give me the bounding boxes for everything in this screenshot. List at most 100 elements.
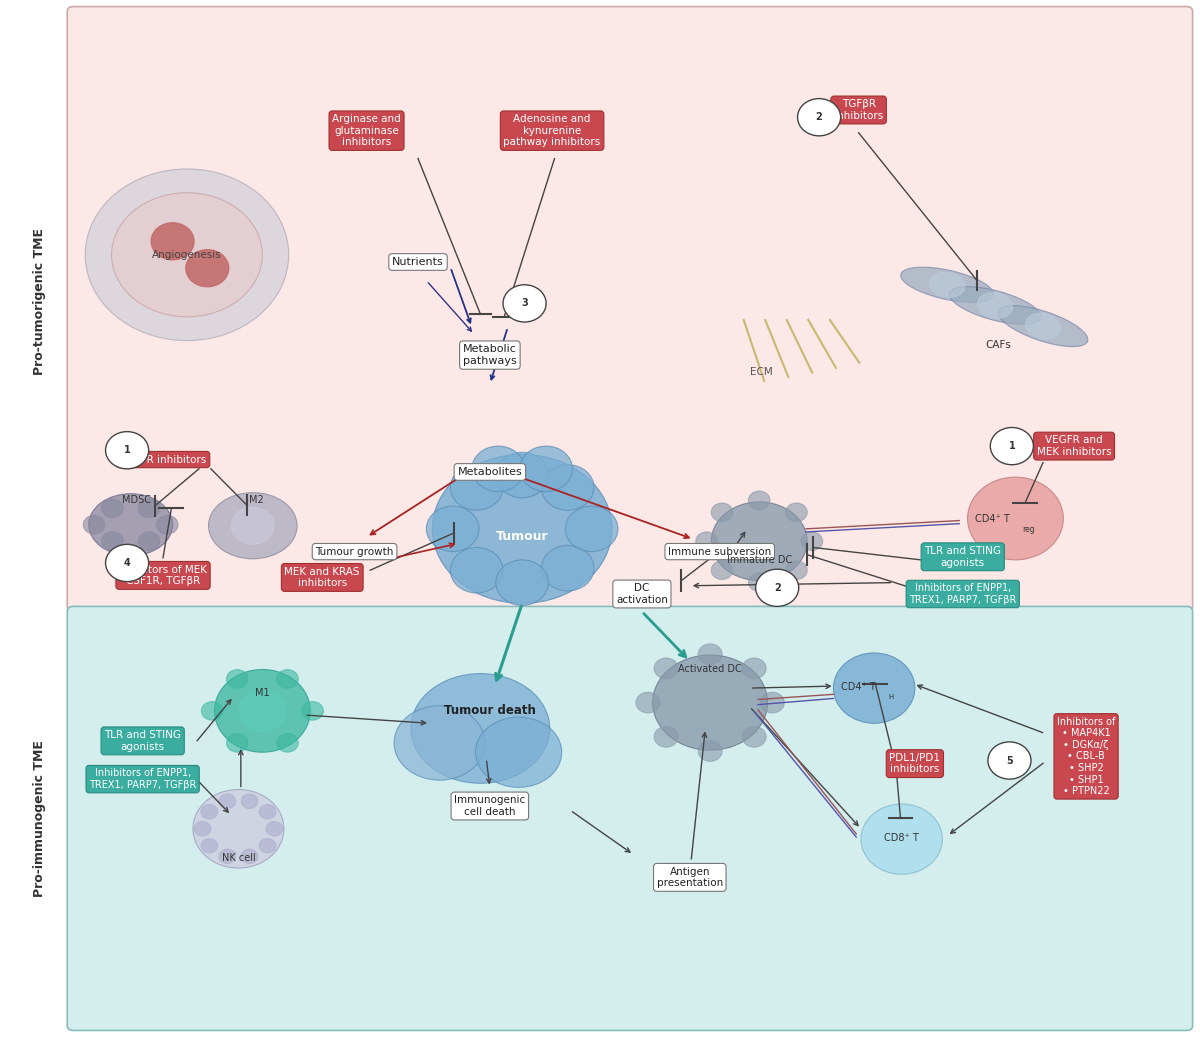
Text: Pro-tumorigenic TME: Pro-tumorigenic TME (34, 228, 47, 374)
Ellipse shape (802, 532, 823, 551)
Ellipse shape (967, 477, 1063, 560)
Ellipse shape (860, 804, 942, 874)
Ellipse shape (541, 545, 594, 591)
Ellipse shape (85, 169, 289, 340)
Text: PDL1/PD1
inhibitors: PDL1/PD1 inhibitors (889, 753, 941, 775)
Ellipse shape (1026, 313, 1061, 339)
Ellipse shape (138, 532, 160, 551)
Ellipse shape (834, 653, 914, 723)
Ellipse shape (698, 740, 722, 761)
Ellipse shape (472, 446, 524, 492)
Text: CAFs: CAFs (985, 340, 1012, 349)
Ellipse shape (277, 733, 299, 752)
Text: NK cell: NK cell (222, 852, 256, 863)
Text: Inhibitors of MEK
CSF1R, TGFβR: Inhibitors of MEK CSF1R, TGFβR (119, 564, 208, 586)
Text: Inhibitors of ENPP1,
TREX1, PARP7, TGFβR: Inhibitors of ENPP1, TREX1, PARP7, TGFβR (910, 583, 1016, 605)
Text: Angiogenesis: Angiogenesis (152, 250, 222, 260)
Text: Pro-immunogenic TME: Pro-immunogenic TME (34, 740, 47, 897)
Ellipse shape (186, 250, 229, 287)
Ellipse shape (712, 502, 808, 581)
Ellipse shape (277, 670, 299, 689)
Text: TLR and STING
agonists: TLR and STING agonists (104, 730, 181, 752)
Ellipse shape (761, 693, 785, 712)
FancyBboxPatch shape (67, 607, 1193, 1031)
Circle shape (990, 427, 1033, 465)
Ellipse shape (259, 839, 276, 853)
Ellipse shape (541, 465, 594, 510)
Ellipse shape (749, 491, 770, 509)
Text: Immune subversion: Immune subversion (668, 546, 772, 557)
Ellipse shape (151, 223, 194, 260)
Ellipse shape (450, 548, 503, 593)
Ellipse shape (949, 286, 1040, 325)
Ellipse shape (241, 794, 258, 809)
Ellipse shape (410, 674, 550, 783)
Text: Metabolites: Metabolites (457, 467, 522, 477)
Ellipse shape (239, 691, 287, 731)
Text: Activated DC: Activated DC (678, 664, 742, 674)
Ellipse shape (978, 292, 1013, 318)
Ellipse shape (786, 561, 808, 580)
Text: ECM: ECM (750, 367, 773, 376)
FancyBboxPatch shape (67, 6, 1193, 612)
Ellipse shape (742, 727, 766, 748)
Text: 2: 2 (774, 583, 780, 593)
Ellipse shape (654, 658, 678, 678)
Text: CD4⁺ T: CD4⁺ T (841, 682, 876, 692)
Ellipse shape (742, 658, 766, 678)
Ellipse shape (218, 849, 235, 864)
Text: DC
activation: DC activation (616, 583, 668, 605)
Ellipse shape (193, 789, 284, 868)
Ellipse shape (266, 821, 283, 836)
Ellipse shape (432, 454, 612, 604)
Ellipse shape (202, 839, 217, 853)
Text: MDSC: MDSC (122, 495, 151, 505)
Ellipse shape (712, 503, 733, 522)
Ellipse shape (654, 727, 678, 748)
Ellipse shape (302, 702, 324, 720)
Text: CD4⁺ T: CD4⁺ T (976, 513, 1010, 524)
Text: 4: 4 (124, 558, 131, 568)
Ellipse shape (786, 503, 808, 522)
Circle shape (756, 569, 799, 607)
Ellipse shape (712, 561, 733, 580)
Text: 5: 5 (1006, 756, 1013, 765)
Text: 3: 3 (521, 299, 528, 308)
Ellipse shape (426, 506, 479, 552)
Ellipse shape (901, 268, 994, 303)
Ellipse shape (749, 572, 770, 591)
Ellipse shape (636, 693, 660, 712)
Ellipse shape (496, 452, 548, 498)
Circle shape (503, 285, 546, 323)
Text: MEK and KRAS
inhibitors: MEK and KRAS inhibitors (284, 566, 360, 588)
Text: Inhibitors of ENPP1,
TREX1, PARP7, TGFβR: Inhibitors of ENPP1, TREX1, PARP7, TGFβR (89, 768, 197, 790)
Text: Inhibitors of
• MAP4K1
• DGKα/ζ
• CBL-B
• SHP2
• SHP1
• PTPN22: Inhibitors of • MAP4K1 • DGKα/ζ • CBL-B … (1057, 717, 1115, 796)
Ellipse shape (998, 306, 1088, 346)
Ellipse shape (202, 702, 223, 720)
Ellipse shape (520, 446, 572, 492)
Ellipse shape (89, 494, 173, 556)
Text: 1: 1 (1008, 441, 1015, 451)
Text: Tumour: Tumour (496, 530, 548, 542)
Text: reg: reg (1022, 525, 1036, 534)
Ellipse shape (930, 272, 965, 298)
Text: Antigen
presentation: Antigen presentation (656, 867, 722, 888)
Ellipse shape (653, 655, 768, 750)
Text: Adenosine and
kynurenine
pathway inhibitors: Adenosine and kynurenine pathway inhibit… (504, 114, 601, 147)
Text: Immunogenic
cell death: Immunogenic cell death (455, 795, 526, 817)
Text: TGFβR
inhibitors: TGFβR inhibitors (834, 100, 883, 120)
Text: M1: M1 (256, 689, 270, 699)
Text: VEGFR and
MEK inhibitors: VEGFR and MEK inhibitors (1037, 436, 1111, 457)
Text: CD8⁺ T: CD8⁺ T (884, 833, 919, 843)
Ellipse shape (218, 794, 235, 809)
Text: M2: M2 (250, 495, 264, 505)
Ellipse shape (232, 507, 275, 544)
Ellipse shape (102, 499, 124, 517)
Ellipse shape (475, 717, 562, 787)
Ellipse shape (227, 670, 248, 689)
Text: Arginase and
glutaminase
inhibitors: Arginase and glutaminase inhibitors (332, 114, 401, 147)
Text: Metabolic
pathways: Metabolic pathways (463, 344, 517, 366)
Ellipse shape (565, 506, 618, 552)
Circle shape (106, 544, 149, 582)
Text: Immature DC: Immature DC (727, 555, 792, 565)
